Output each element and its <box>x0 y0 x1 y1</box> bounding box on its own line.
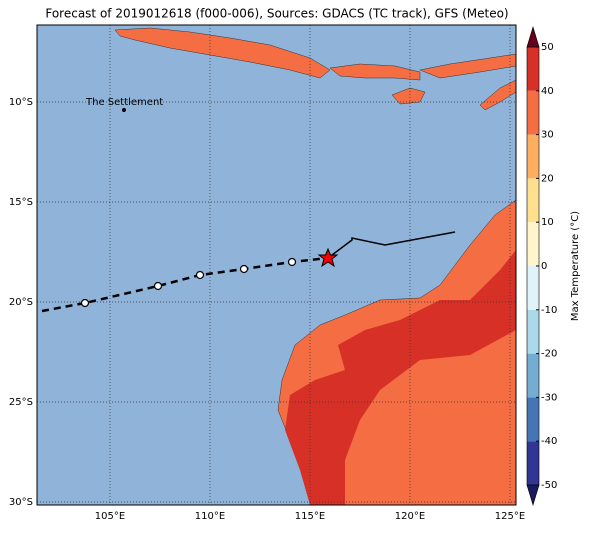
colorbar-band <box>527 266 539 310</box>
colorbar-band <box>527 397 539 442</box>
map: The Settlement <box>36 24 517 506</box>
colorbar-tick-label: 20 <box>541 173 554 184</box>
colorbar-band <box>527 134 539 179</box>
colorbar-tick-label: 10 <box>541 217 554 228</box>
lat-tick-label: 10°S <box>9 97 33 108</box>
island-dot <box>122 108 126 112</box>
place-label: The Settlement <box>85 97 163 108</box>
colorbar-label: Max Temperature (°C) <box>570 211 581 321</box>
lon-tick-label: 120°E <box>395 511 425 522</box>
lat-tick-label: 25°S <box>9 397 33 408</box>
colorbar-band <box>527 309 539 354</box>
observed-track <box>327 231 456 259</box>
colorbar-extend <box>526 484 540 507</box>
grid <box>37 25 516 505</box>
colorbar-tick-label: 50 <box>541 42 554 53</box>
colorbar-tick-label: 0 <box>541 261 547 272</box>
lat-tick-label: 15°S <box>9 197 33 208</box>
hot-region <box>285 250 516 505</box>
colorbar-tick-label: -40 <box>541 436 557 447</box>
colorbar: -50 -40 -30 -20 -10 0 10 20 30 40 50 <box>526 25 557 507</box>
colorbar-band <box>527 90 539 135</box>
island <box>329 63 421 81</box>
colorbar-tick-label: -30 <box>541 392 557 403</box>
lon-tick-label: 110°E <box>195 511 225 522</box>
colorbar-tick-label: 30 <box>541 130 554 141</box>
colorbar-tick-label: 40 <box>541 86 554 97</box>
colorbar-band <box>527 353 539 398</box>
colorbar-band <box>527 178 539 223</box>
colorbar-tick-label: -20 <box>541 349 557 360</box>
colorbar-tick-label: -50 <box>541 480 557 491</box>
colorbar-extend <box>526 25 540 48</box>
lat-tick-label: 20°S <box>9 297 33 308</box>
colorbar-band <box>527 47 539 91</box>
colorbar-band <box>527 441 539 485</box>
current-position <box>317 247 339 268</box>
title: Forecast of 2019012618 (f000-006), Sourc… <box>45 7 508 21</box>
lon-tick-label: 105°E <box>95 511 125 522</box>
colorbar-tick-label: -10 <box>541 305 557 316</box>
lon-tick-label: 125°E <box>495 511 525 522</box>
island <box>391 87 426 105</box>
map-frame <box>36 24 517 506</box>
lat-tick-label: 30°S <box>9 497 33 508</box>
lon-tick-label: 115°E <box>295 511 325 522</box>
storm-markers <box>80 257 297 308</box>
island <box>114 27 331 79</box>
colorbar-band <box>527 222 539 266</box>
